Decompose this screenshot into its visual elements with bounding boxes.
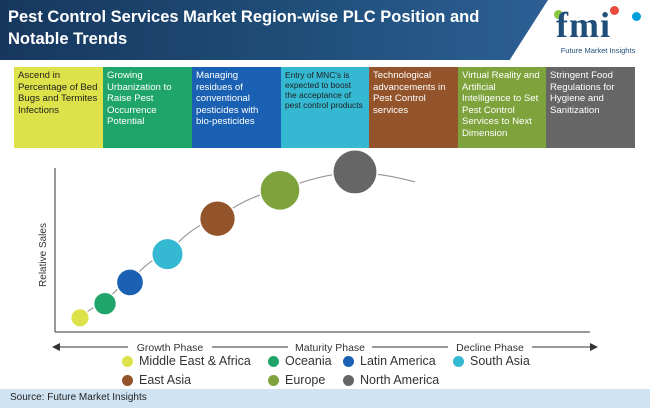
legend-item-latin-america: Latin America [343,354,436,368]
logo-subtext: Future Market Insights [560,46,636,55]
trend-box-6: Virtual Reality and Artificial Intellige… [458,67,546,148]
legend-label: East Asia [139,373,192,387]
legend-dot-icon [343,355,354,367]
logo-dot-icon [610,6,619,15]
bubble-east-asia [198,200,237,238]
legend-dot-icon [343,374,354,386]
fmi-logo: fmi Future Market Insights [550,4,646,58]
footer: Source: Future Market Insights [0,389,650,408]
legend-label: Middle East & Africa [139,354,251,368]
legend-dot-icon [122,374,133,386]
trend-box-1: Ascend in Percentage of Bed Bugs and Ter… [14,67,103,148]
legend-label: Europe [285,373,326,387]
logo-text: fmi [556,5,611,45]
y-axis-label: Relative Sales [38,223,49,287]
trend-box-2: Growing Urbanization to Raise Pest Occur… [103,67,192,148]
trend-box-5: Technological advancements in Pest Contr… [369,67,458,148]
trend-box-7: Stringent Food Regulations for Hygiene a… [546,67,635,148]
phase-label-maturity: Maturity Phase [295,342,365,354]
legend-dot-icon [453,355,464,367]
chart-legend: Middle East & Africa Oceania Latin Ameri… [0,352,650,390]
legend-item-oceania: Oceania [268,354,332,368]
phase-label-bg [288,339,372,354]
bubble-south-asia [151,237,184,271]
legend-label: South Asia [470,354,530,368]
legend-label: Latin America [360,354,436,368]
legend-item-south-asia: South Asia [453,354,530,368]
plc-chart: Relative Sales Growth Phase Maturity Phas… [38,150,598,354]
phase-axis: Growth Phase Maturity Phase Decline Phase [52,339,598,354]
chart-points [69,150,378,328]
bubble-europe [259,169,301,212]
legend-item-east-asia: East Asia [122,373,191,387]
arrow-right-icon [590,343,598,351]
trend-box-4: Entry of MNC's is expected to boost the … [281,67,369,148]
legend-item-middle-east-africa: Middle East & Africa [122,354,251,368]
source-text: Source: Future Market Insights [10,392,147,403]
header: Pest Control Services Market Region-wise… [0,0,650,62]
legend-label: North America [360,373,440,387]
bubble-north-america [332,150,378,195]
legend-dot-icon [268,355,279,367]
phase-label-decline: Decline Phase [456,342,524,354]
legend-dot-icon [122,355,133,367]
logo-dot-icon [632,12,641,21]
logo-dot-icon [554,10,563,19]
legend-dot-icon [268,374,279,386]
phase-label-bg [128,339,212,354]
arrow-left-icon [52,343,60,351]
bubble-middle-east-africa [69,307,91,328]
phase-label-bg [448,339,532,354]
legend-item-north-america: North America [343,373,439,387]
trend-box-3: Managing residues of conventional pestic… [192,67,281,148]
title-band [0,0,548,60]
bubble-oceania [92,291,118,316]
page-title: Pest Control Services Market Region-wise… [8,8,480,48]
chart-axes: Relative Sales [38,168,590,333]
legend-label: Oceania [285,354,332,368]
phase-label-growth: Growth Phase [137,342,204,354]
legend-item-europe: Europe [268,373,325,387]
bubble-latin-america [115,268,145,297]
